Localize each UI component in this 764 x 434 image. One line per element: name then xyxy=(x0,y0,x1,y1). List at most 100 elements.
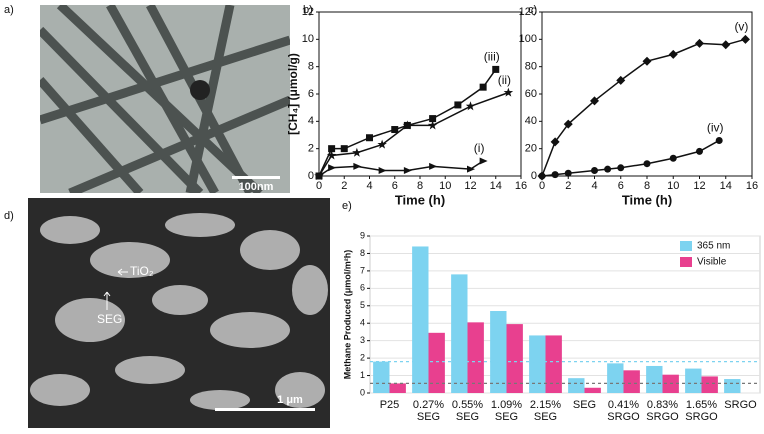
bar xyxy=(701,376,718,393)
panel-label: d) xyxy=(4,210,14,222)
annotation-arrow xyxy=(103,268,128,310)
x-tick-label: 14 xyxy=(490,180,502,192)
x-tick-label: 10 xyxy=(667,180,679,192)
legend-label: 365 nm xyxy=(697,241,730,252)
x-tick-label: 12 xyxy=(464,180,476,192)
bar xyxy=(607,363,624,393)
series-line xyxy=(318,160,484,177)
marker xyxy=(479,83,487,91)
marker xyxy=(402,120,413,130)
marker xyxy=(563,119,573,129)
marker xyxy=(467,165,475,173)
marker xyxy=(326,150,337,160)
marker xyxy=(643,160,651,168)
bar xyxy=(623,370,640,393)
y-tick-label: 10 xyxy=(302,33,314,45)
y-tick-label: 3 xyxy=(360,335,365,345)
marker xyxy=(377,139,387,149)
scale-bar xyxy=(232,176,280,179)
marker xyxy=(538,172,546,180)
series-label: (ii) xyxy=(498,73,511,87)
x-tick-label: 2 xyxy=(565,180,571,192)
x-tick-label: 4 xyxy=(366,180,372,192)
x-tick-label: 0.27% SEG xyxy=(413,399,444,423)
marker xyxy=(740,34,750,44)
marker xyxy=(503,87,514,97)
marker xyxy=(328,164,337,172)
panel-label: e) xyxy=(342,200,352,212)
marker xyxy=(366,134,373,142)
y-tick-label: 2 xyxy=(308,143,314,155)
bar xyxy=(506,324,523,393)
series-label: (iii) xyxy=(484,50,500,64)
legend-swatch xyxy=(680,241,692,251)
marker xyxy=(391,126,399,134)
bar xyxy=(584,387,601,393)
y-tick-label: 0 xyxy=(308,170,314,182)
scale-label: 100nm xyxy=(239,181,274,193)
x-tick-label: SEG xyxy=(573,399,596,411)
marker xyxy=(551,171,559,179)
x-tick-label: 2 xyxy=(341,180,347,192)
y-tick-label: 8 xyxy=(360,248,365,258)
y-tick-label: 0 xyxy=(531,170,537,182)
y-tick-label: 12 xyxy=(302,6,314,18)
bar xyxy=(451,274,468,393)
y-tick-label: 5 xyxy=(360,300,365,310)
marker xyxy=(617,164,625,172)
y-tick-label: 0 xyxy=(360,387,365,397)
marker xyxy=(429,115,437,123)
x-tick-label: 16 xyxy=(515,180,527,192)
marker xyxy=(328,145,336,153)
marker xyxy=(550,137,560,147)
marker xyxy=(403,167,412,175)
marker xyxy=(352,147,362,157)
y-tick-label: 8 xyxy=(308,61,314,73)
series-label: (i) xyxy=(474,141,485,155)
y-axis-label: [CH₄] (μmol/g) xyxy=(286,53,300,135)
x-tick-label: 0.55% SEG xyxy=(452,399,483,423)
marker xyxy=(378,167,387,175)
bar xyxy=(685,368,702,393)
bar xyxy=(529,335,546,393)
y-tick-label: 60 xyxy=(525,88,537,100)
bar xyxy=(568,378,585,393)
marker xyxy=(696,147,703,155)
x-tick-label: 10 xyxy=(439,180,451,192)
marker xyxy=(479,157,488,165)
y-tick-label: 7 xyxy=(360,265,365,275)
bar xyxy=(467,322,484,393)
y-tick-label: 20 xyxy=(525,143,537,155)
x-tick-label: 8 xyxy=(644,180,650,192)
marker xyxy=(695,38,704,48)
x-tick-label: P25 xyxy=(380,399,400,411)
panel-label: a) xyxy=(4,4,14,16)
y-tick-label: 6 xyxy=(360,283,365,293)
x-tick-label: 16 xyxy=(746,180,758,192)
y-tick-label: 100 xyxy=(519,33,537,45)
y-tick-label: 80 xyxy=(525,61,537,73)
marker xyxy=(465,101,476,111)
marker xyxy=(669,154,677,162)
y-tick-label: 6 xyxy=(308,88,314,100)
x-tick-label: 1.09% SEG xyxy=(491,399,522,423)
bar xyxy=(646,365,663,393)
marker xyxy=(642,56,652,66)
scale-bar xyxy=(215,408,315,411)
series-line xyxy=(318,91,509,177)
y-axis-label: Methane Produced (μmol/m²h) xyxy=(342,250,352,380)
bar xyxy=(490,311,507,393)
series-line xyxy=(541,38,746,177)
x-tick-label: 2.15% SEG xyxy=(530,399,561,423)
marker xyxy=(429,162,438,170)
x-tick-label: 0.83% SRGO xyxy=(646,399,679,423)
marker xyxy=(668,49,678,59)
x-axis-label: Time (h) xyxy=(622,192,672,207)
panel-label: b) xyxy=(303,4,313,16)
marker xyxy=(591,167,598,175)
marker xyxy=(340,145,348,153)
bar xyxy=(724,379,741,393)
x-tick-label: 12 xyxy=(693,180,705,192)
tem-image xyxy=(40,5,290,193)
x-tick-label: SRGO xyxy=(724,399,757,411)
